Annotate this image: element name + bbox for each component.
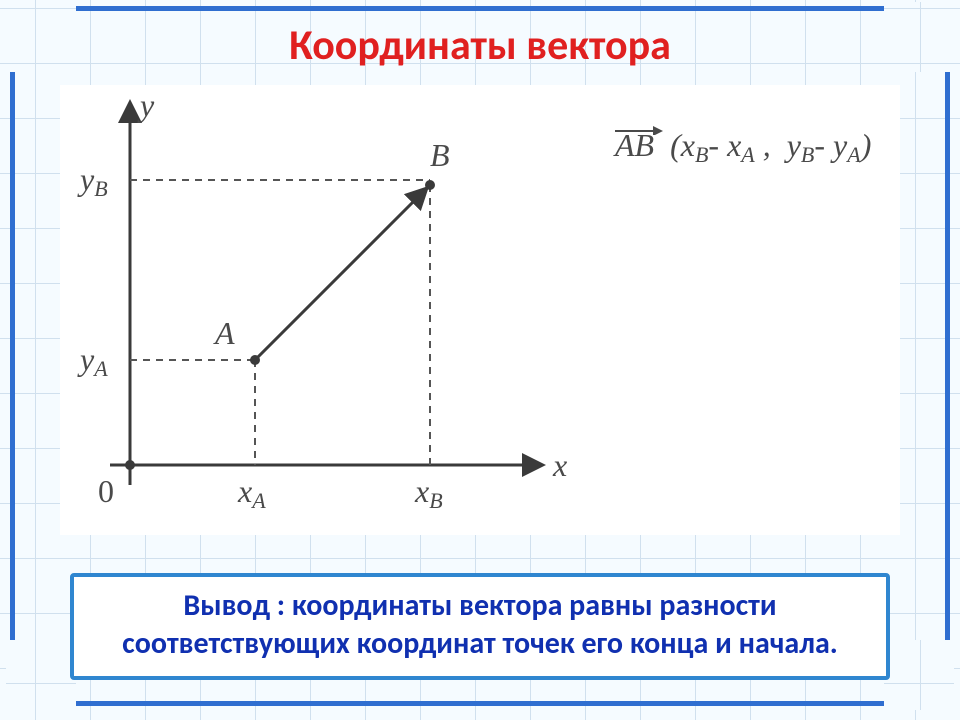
conclusion-box: Вывод : координаты вектора равны разност… [70,573,890,680]
point-B-label: B [430,137,450,174]
origin-point [125,460,135,470]
vector-diagram [60,85,580,525]
frame-cut-bl [6,640,76,710]
diagram-panel: 0 x y xA xB yA yB A B AB (xB‑ xA , yB‑ y… [60,85,900,535]
x-axis-label: x [553,447,567,484]
page-title: Координаты вектора [0,20,960,71]
y-axis-label: y [140,87,154,124]
point-B [425,180,435,190]
tick-yA-label: yA [80,341,108,378]
conclusion-text: Вывод : координаты вектора равны разност… [88,587,872,662]
point-A-label: A [215,315,235,352]
tick-xB-label: xB [415,473,443,510]
vector-AB [255,190,425,360]
point-A [250,355,260,365]
vector-coords: (xB‑ xA , yB‑ yA) [662,127,871,163]
tick-xA-label: xA [238,473,266,510]
frame-cut-br [884,640,954,710]
origin-label: 0 [98,473,114,510]
vector-formula: AB (xB‑ xA , yB‑ yA) [615,127,871,164]
vector-arrow-overline-icon [613,121,665,135]
tick-yB-label: yB [80,161,108,198]
